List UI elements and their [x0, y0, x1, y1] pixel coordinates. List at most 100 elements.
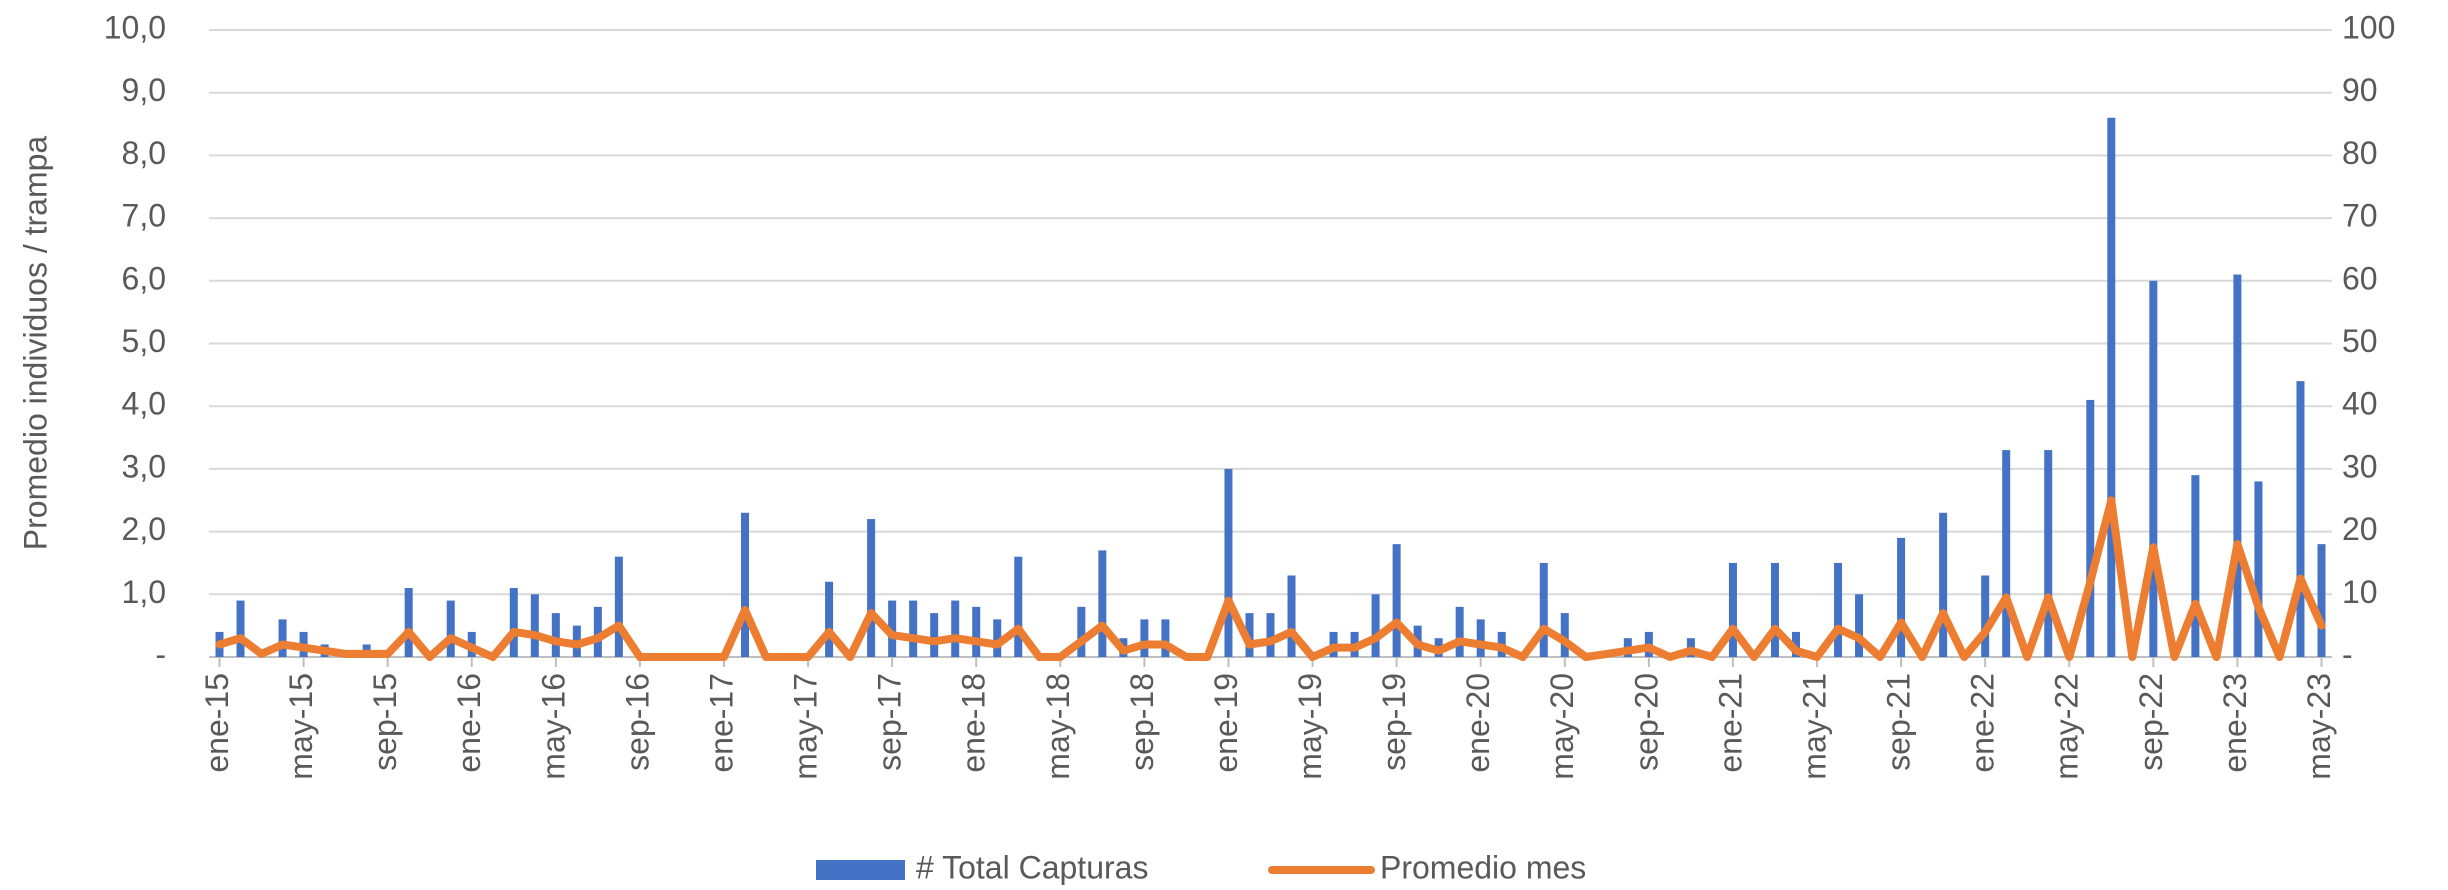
bar: [1476, 619, 1485, 657]
bar: [2086, 399, 2095, 657]
bar: [2191, 475, 2200, 657]
x-tick-label: ene-22: [1965, 673, 2001, 773]
x-tick-label: ene-23: [2217, 673, 2253, 773]
bar: [614, 556, 623, 657]
x-tick-label: sep-20: [1628, 673, 1664, 771]
y2-tick-label: 100: [2342, 9, 2395, 45]
x-tick-label: may-17: [788, 673, 824, 780]
bar: [551, 613, 560, 657]
bar: [1455, 606, 1464, 657]
bar: [867, 519, 876, 657]
legend-label: # Total Capturas: [916, 849, 1148, 885]
y2-tick-label: 40: [2342, 386, 2378, 422]
bar: [593, 606, 602, 657]
y-tick-label: 6,0: [122, 260, 166, 296]
bar: [2254, 481, 2263, 657]
y-tick-label: 4,0: [122, 386, 166, 422]
bar: [2002, 450, 2011, 657]
bar: [1098, 550, 1107, 657]
y-axis-label: Promedio individuos / trampa: [17, 136, 53, 551]
y-tick-label: 10,0: [104, 9, 166, 45]
y-tick-label: 1,0: [122, 574, 166, 610]
x-tick-label: may-22: [2049, 673, 2085, 780]
bar: [951, 600, 960, 657]
x-tick-label: ene-15: [199, 673, 235, 773]
y2-tick-label: 10: [2342, 574, 2378, 610]
x-tick-label: sep-21: [1881, 673, 1917, 771]
bar: [1371, 594, 1380, 657]
bar: [446, 600, 455, 657]
bar: [1392, 544, 1401, 657]
bar: [1014, 556, 1023, 657]
y-tick-label: 7,0: [122, 198, 166, 234]
x-tick-label: may-18: [1040, 673, 1076, 780]
bar: [236, 600, 245, 657]
bar: [1245, 613, 1254, 657]
x-tick-label: sep-16: [619, 673, 655, 771]
x-tick-label: may-21: [1796, 673, 1832, 780]
legend-label: Promedio mes: [1380, 849, 1586, 885]
legend-swatch: [816, 860, 905, 880]
y2-tick-label: 90: [2342, 72, 2378, 108]
bar: [1161, 619, 1170, 657]
y-tick-label: 2,0: [122, 511, 166, 547]
x-tick-label: ene-20: [1460, 673, 1496, 773]
bar: [1539, 562, 1548, 657]
bar: [2317, 544, 2326, 657]
bar: [930, 613, 939, 657]
y2-tick-label: -: [2342, 636, 2353, 672]
bar: [2296, 381, 2305, 657]
bar: [404, 588, 413, 657]
y2-tick-label: 60: [2342, 260, 2378, 296]
y-tick-label: 3,0: [122, 448, 166, 484]
x-tick-label: ene-19: [1208, 673, 1244, 773]
x-tick-label: ene-18: [956, 673, 992, 773]
bar: [1855, 594, 1864, 657]
bar: [825, 581, 834, 657]
y-tick-label: 5,0: [122, 323, 166, 359]
y2-tick-label: 70: [2342, 198, 2378, 234]
x-tick-label: sep-18: [1124, 673, 1160, 771]
x-tick-label: ene-21: [1712, 673, 1748, 773]
bar: [530, 594, 539, 657]
x-tick-label: sep-19: [1376, 673, 1412, 771]
x-tick-label: may-19: [1292, 673, 1328, 780]
x-tick-label: sep-15: [367, 673, 403, 771]
bar: [993, 619, 1002, 657]
y2-tick-label: 30: [2342, 448, 2378, 484]
line: [215, 496, 2326, 661]
y-tick-label: 8,0: [122, 135, 166, 171]
bar: [1077, 606, 1086, 657]
bar: [909, 600, 918, 657]
bar: [2149, 280, 2158, 657]
bar: [972, 606, 981, 657]
bar: [1560, 613, 1569, 657]
x-tick-label: may-16: [535, 673, 571, 780]
x-tick-label: may-23: [2301, 673, 2337, 780]
y2-tick-label: 80: [2342, 135, 2378, 171]
bar: [1834, 562, 1843, 657]
bar: [1266, 613, 1275, 657]
y2-tick-label: 50: [2342, 323, 2378, 359]
x-tick-label: sep-17: [872, 673, 908, 771]
bar: [1287, 575, 1296, 657]
bar: [1140, 619, 1149, 657]
x-tick-label: ene-17: [703, 673, 739, 773]
bar: [2044, 450, 2053, 657]
bar: [1728, 562, 1737, 657]
bar: [1770, 562, 1779, 657]
y-tick-label: 9,0: [122, 72, 166, 108]
bar: [888, 600, 897, 657]
bar: [1981, 575, 1990, 657]
x-tick-label: may-15: [283, 673, 319, 780]
bar: [1939, 512, 1948, 657]
y-tick-label: -: [155, 636, 166, 672]
x-tick-label: may-20: [1544, 673, 1580, 780]
bar: [1897, 537, 1906, 657]
bar: [741, 512, 750, 657]
bar: [1791, 631, 1800, 657]
bar: [278, 619, 287, 657]
x-tick-label: sep-22: [2133, 673, 2169, 771]
